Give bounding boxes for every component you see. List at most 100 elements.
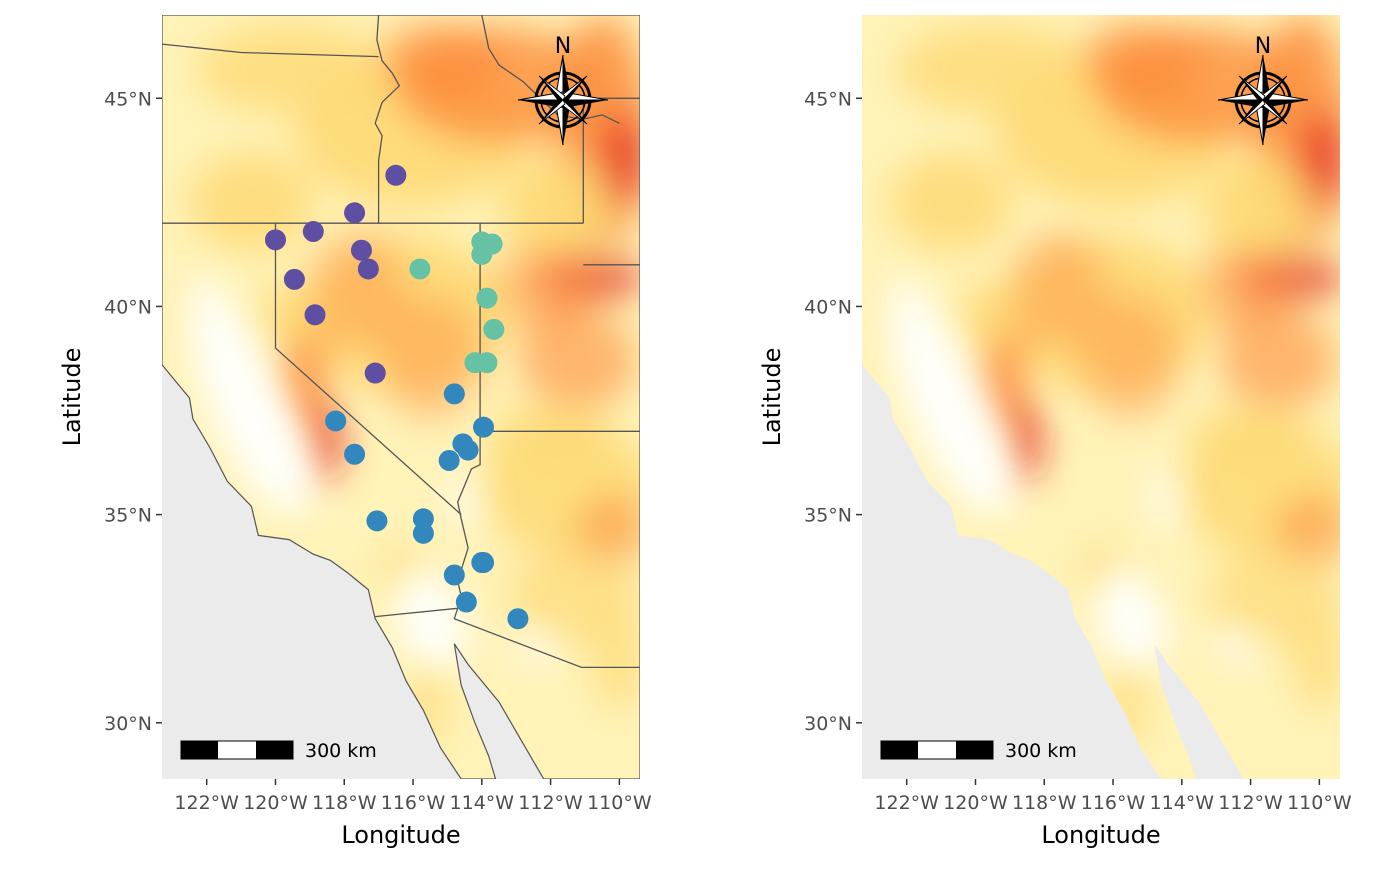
lowland-zone [189,269,317,515]
elevation-patch [1298,110,1340,211]
elevation-patch [492,248,596,332]
state-border [376,15,380,41]
elevation-patch [896,23,1089,115]
lowland-zone [889,269,1017,515]
scale-bar-label: 300 km [1005,740,1077,762]
y-tick-label: 45°N [104,88,152,110]
sample-point-blue [443,564,465,586]
sample-point-blue [457,439,479,461]
x-tick-label: 122°W [174,792,239,814]
y-axis-title: Latitude [58,348,86,447]
state-border [162,43,379,58]
sample-point-purple [302,221,324,243]
y-axis-title: Latitude [758,348,786,447]
x-axis-title: Longitude [1041,821,1160,849]
lowland-zone [395,560,472,669]
map-figure-left: 300 km N 122°W 120°W 118°W 116°W 114°W 112°W 110… [58,15,652,849]
sample-point-purple [264,229,286,251]
map-panel-right: 300 km N 122°W 120°W 118°W 116°W 114°W 112°W 110… [700,0,1400,865]
state-border [583,114,620,124]
x-tick-label: 112°W [518,792,583,814]
y-tick-label: 40°N [804,296,852,318]
x-tick-label: 120°W [243,792,308,814]
sample-point-teal [483,318,505,340]
sample-point-purple [385,164,407,186]
elevation-patch [1009,398,1041,482]
y-axis: 30°N 35°N 40°N 45°N Latitude [758,88,862,735]
sample-point-blue [443,383,465,405]
elevation-patch [598,110,640,211]
elevation-patch [1078,23,1203,99]
elevation-patch [961,281,1017,349]
coastline [162,15,640,779]
x-tick-label: 110°W [1287,792,1352,814]
elevation-patch [1192,248,1296,332]
y-axis: 30°N 35°N 40°N 45°N Latitude [58,88,162,735]
y-tick-label: 45°N [804,88,852,110]
sample-point-blue [438,449,460,471]
sample-point-purple [304,304,326,326]
elevation-patch [1202,156,1313,265]
elevation-patch [502,156,613,265]
state-border [274,223,462,516]
x-axis-title: Longitude [341,821,460,849]
sample-point-teal [476,352,498,374]
sample-point-teal [476,287,498,309]
sample-point-purple [350,239,372,261]
x-tick-label: 114°W [450,792,515,814]
elevation-patch [889,152,1014,253]
x-tick-label: 122°W [874,792,939,814]
sample-point-teal [471,243,493,265]
sample-point-blue [473,551,495,573]
north-label: N [555,34,571,59]
north-label: N [1255,34,1271,59]
elevation-patch [189,152,314,253]
north-arrow-icon: N [517,34,609,146]
sample-point-blue [344,443,366,465]
x-tick-label: 120°W [943,792,1008,814]
north-arrow-icon: N [1217,34,1309,146]
sample-point-blue [507,608,529,630]
state-border [374,39,401,224]
y-tick-label: 35°N [104,505,152,527]
y-tick-label: 35°N [804,505,852,527]
lowland-zone [516,627,558,665]
sample-point-blue [455,591,477,613]
sample-point-blue [473,416,495,438]
x-tick-label: 118°W [312,792,377,814]
lowland-zone [1095,560,1172,669]
x-axis: 122°W 120°W 118°W 116°W 114°W 112°W 110°W Longi… [874,779,1352,849]
elevation-patch [488,406,613,465]
map-plot-area [162,15,640,779]
scale-bar: 300 km [180,740,377,762]
scale-bar: 300 km [880,740,1077,762]
elevation-patch [1188,406,1313,465]
elevation-patch [519,310,637,411]
sample-point-blue [412,522,434,544]
x-tick-label: 110°W [587,792,652,814]
x-tick-label: 116°W [381,792,446,814]
elevation-patch [574,493,640,569]
elevation-patch [1009,231,1107,349]
sample-point-teal [409,258,431,280]
elevation-patch [309,231,407,349]
x-tick-label: 116°W [1081,792,1146,814]
elevation-patch [1219,310,1337,411]
sample-point-blue [412,508,434,530]
state-border [375,607,640,669]
elevation-patch [1274,493,1340,569]
sample-point-blue [325,410,347,432]
map-figure-right: 300 km N 122°W 120°W 118°W 116°W 114°W 112°W 110… [758,15,1352,849]
sample-point-purple [364,362,386,384]
lowland-zone [1150,456,1182,532]
x-tick-label: 114°W [1150,792,1215,814]
elevation-patch [1078,293,1182,419]
sample-point-purple [357,258,379,280]
elevation-patch [595,610,640,711]
y-tick-label: 40°N [104,296,152,318]
elevation-patch [1295,610,1340,711]
x-tick-label: 118°W [1012,792,1077,814]
elevation-patch [196,23,389,115]
land-raster [162,15,640,779]
x-tick-label: 112°W [1218,792,1283,814]
